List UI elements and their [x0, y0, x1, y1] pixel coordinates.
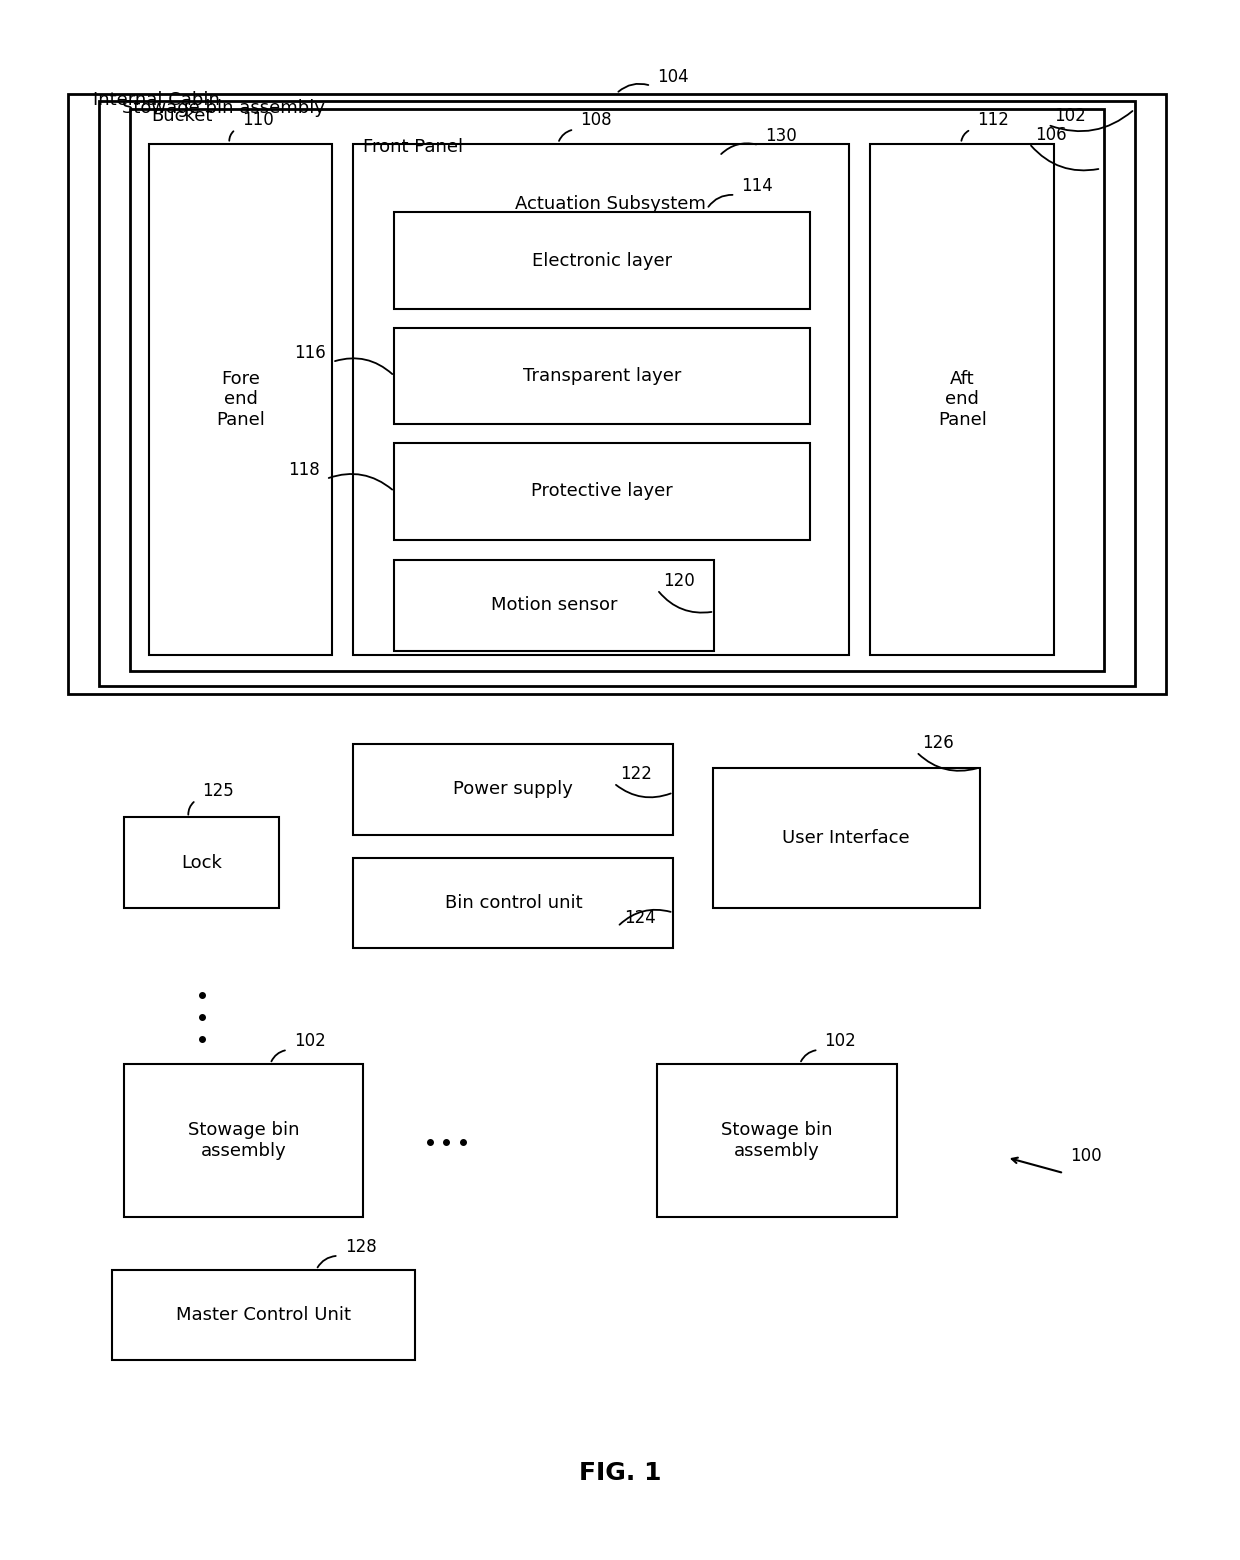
Text: Stowage bin
assembly: Stowage bin assembly: [722, 1122, 832, 1159]
Text: Electronic layer: Electronic layer: [532, 251, 672, 270]
Text: User Interface: User Interface: [782, 828, 910, 847]
Text: Protective layer: Protective layer: [531, 482, 673, 501]
Text: Bucket: Bucket: [151, 106, 212, 125]
Bar: [112, 1270, 415, 1360]
Bar: [657, 1064, 897, 1217]
Text: FIG. 1: FIG. 1: [579, 1462, 661, 1485]
Bar: [353, 744, 673, 835]
Text: 100: 100: [1070, 1147, 1102, 1165]
Text: Actuation Subsystem: Actuation Subsystem: [516, 195, 706, 214]
Text: Fore
end
Panel: Fore end Panel: [216, 370, 265, 429]
Bar: [713, 768, 980, 908]
Text: 128: 128: [345, 1237, 377, 1256]
Text: 110: 110: [242, 111, 274, 129]
Bar: [68, 94, 1166, 694]
Text: 122: 122: [620, 764, 652, 783]
Bar: [394, 328, 810, 424]
Text: Bin control unit: Bin control unit: [445, 894, 582, 913]
Text: 112: 112: [977, 111, 1009, 129]
Text: 106: 106: [1035, 125, 1068, 144]
Text: 120: 120: [663, 571, 696, 590]
Text: 116: 116: [294, 343, 326, 362]
Text: Master Control Unit: Master Control Unit: [176, 1306, 351, 1324]
Bar: [353, 144, 849, 655]
Text: Stowage bin
assembly: Stowage bin assembly: [188, 1122, 299, 1159]
Text: Front Panel: Front Panel: [363, 137, 464, 156]
Text: Aft
end
Panel: Aft end Panel: [937, 370, 987, 429]
Text: 102: 102: [294, 1031, 326, 1050]
Bar: [149, 144, 332, 655]
Text: 104: 104: [657, 67, 689, 86]
Text: Power supply: Power supply: [454, 780, 573, 799]
Bar: [870, 144, 1054, 655]
Text: Lock: Lock: [181, 853, 222, 872]
Text: Internal Cabin: Internal Cabin: [93, 90, 219, 109]
Text: 114: 114: [742, 176, 774, 195]
Text: Stowage bin assembly: Stowage bin assembly: [122, 98, 325, 117]
Bar: [394, 560, 714, 651]
Bar: [99, 101, 1135, 686]
Bar: [384, 159, 837, 250]
Bar: [124, 1064, 363, 1217]
Text: 124: 124: [624, 908, 656, 927]
Text: Motion sensor: Motion sensor: [491, 596, 618, 615]
Bar: [124, 817, 279, 908]
Text: 118: 118: [288, 460, 320, 479]
Text: Transparent layer: Transparent layer: [523, 367, 681, 385]
Bar: [130, 109, 1104, 671]
Bar: [394, 212, 810, 309]
Text: 125: 125: [202, 782, 234, 800]
Bar: [394, 443, 810, 540]
Text: 108: 108: [580, 111, 613, 129]
Bar: [353, 858, 673, 948]
Text: 102: 102: [825, 1031, 857, 1050]
Text: 130: 130: [765, 126, 797, 145]
Text: 126: 126: [923, 733, 955, 752]
Text: 102: 102: [1054, 106, 1086, 125]
